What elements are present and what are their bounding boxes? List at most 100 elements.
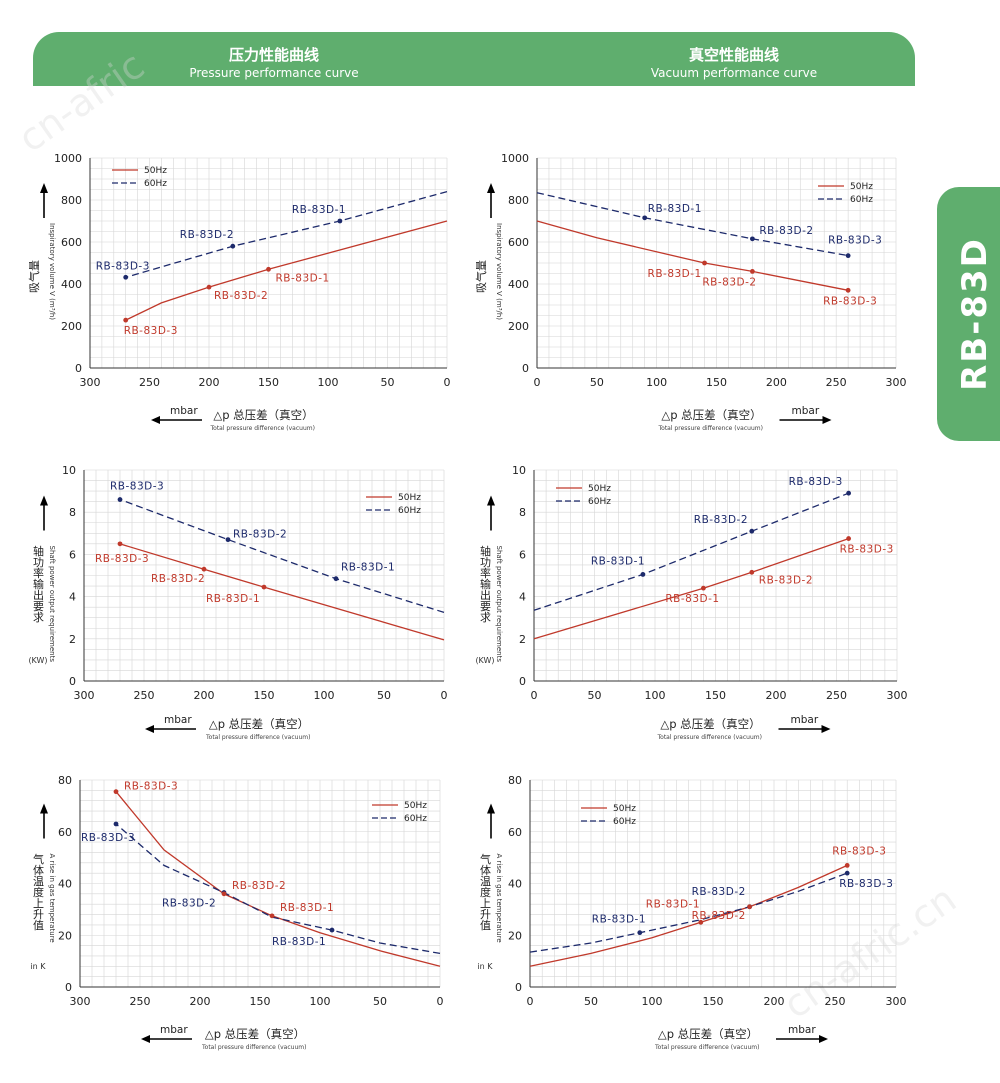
y-tick-label: 0 (75, 362, 82, 375)
data-point (230, 243, 236, 249)
y-tick-label: 8 (519, 506, 526, 519)
y-tick-label: 400 (61, 278, 82, 291)
x-axis-direction-arrowhead (151, 416, 160, 424)
x-tick-label: 150 (258, 376, 279, 389)
point-label: RB-83D-1 (276, 272, 330, 284)
x-tick-label: 0 (534, 376, 541, 389)
point-label: RB-83D-2 (151, 573, 205, 585)
point-label: RB-83D-3 (839, 878, 893, 890)
x-tick-label: 200 (766, 376, 787, 389)
y-tick-label: 40 (58, 878, 72, 891)
point-label: RB-83D-1 (592, 914, 646, 926)
legend-50hz-label: 50Hz (404, 801, 427, 811)
series-60hz-line (125, 190, 448, 278)
x-axis-direction-arrowhead (141, 1035, 150, 1043)
x-tick-label: 300 (887, 689, 908, 702)
x-tick-label: 100 (642, 995, 663, 1008)
y-axis-label-en: A rise in gas temperature (495, 854, 503, 943)
y-axis-label-zh: 吸气量 (27, 260, 41, 293)
y-tick-label: 4 (519, 591, 526, 604)
data-point (750, 236, 755, 242)
data-point (702, 260, 707, 266)
y-tick-label: 2 (519, 633, 526, 646)
data-point (750, 269, 755, 274)
x-tick-label: 50 (588, 689, 602, 702)
y-tick-label: 60 (58, 826, 72, 839)
y-tick-label: 1000 (54, 152, 82, 165)
data-point (640, 572, 646, 577)
x-axis-unit: mbar (170, 405, 198, 417)
y-tick-label: 400 (508, 278, 529, 291)
data-point (701, 585, 706, 591)
y-axis-unit: (KW) (475, 656, 494, 665)
x-axis-unit: mbar (791, 714, 819, 726)
point-label: RB-83D-3 (81, 832, 135, 844)
x-axis-label-en: Total pressure difference (vacuum) (201, 1044, 306, 1051)
data-point (698, 919, 704, 925)
point-label: RB-83D-2 (692, 910, 746, 922)
series-60hz-line (529, 872, 848, 953)
y-tick-label: 0 (515, 981, 522, 994)
x-tick-label: 150 (705, 689, 726, 702)
point-label: RB-83D-1 (648, 268, 702, 280)
y-axis-label-zh: 气体温度上升值 (479, 852, 492, 931)
series-60hz-line (536, 192, 849, 257)
x-tick-label: 200 (194, 689, 215, 702)
data-point (123, 274, 129, 280)
y-tick-label: 0 (65, 981, 72, 994)
data-point (123, 317, 129, 323)
y-tick-label: 80 (58, 774, 72, 787)
legend-60hz-label: 60Hz (404, 814, 427, 824)
right-subtitle: Vacuum performance curve (650, 66, 818, 80)
x-axis-label-en: Total pressure difference (vacuum) (205, 734, 310, 741)
point-label: RB-83D-1 (648, 203, 702, 215)
point-label: RB-83D-2 (694, 514, 748, 526)
legend-50hz-label: 50Hz (613, 804, 636, 814)
data-point (206, 284, 212, 290)
point-label: RB-83D-3 (110, 481, 164, 493)
legend-50hz-label: 50Hz (144, 166, 167, 176)
point-label: RB-83D-2 (232, 880, 286, 892)
x-tick-label: 200 (764, 995, 785, 1008)
point-label: RB-83D-3 (832, 845, 886, 857)
x-tick-label: 250 (134, 689, 155, 702)
series-60hz-line (533, 492, 849, 611)
data-point (337, 218, 343, 224)
data-point (117, 497, 123, 502)
x-axis-direction-arrowhead (821, 725, 831, 733)
data-point (749, 569, 755, 575)
y-tick-label: 10 (62, 464, 76, 477)
point-label: RB-83D-3 (124, 781, 178, 793)
y-axis-label-en: Shaft power output requirements (495, 546, 503, 663)
data-point (117, 541, 123, 547)
data-point (221, 891, 227, 897)
data-point (637, 930, 643, 936)
legend-60hz-label: 60Hz (398, 506, 421, 516)
y-tick-label: 1000 (501, 152, 529, 165)
point-label: RB-83D-3 (96, 260, 150, 272)
y-axis-arrowhead (40, 803, 48, 814)
data-point (329, 927, 335, 933)
x-tick-label: 50 (590, 376, 604, 389)
x-axis-unit: mbar (164, 714, 192, 726)
point-label: RB-83D-2 (162, 898, 216, 910)
point-label: RB-83D-1 (206, 593, 260, 605)
x-tick-label: 150 (706, 376, 727, 389)
x-tick-label: 50 (381, 376, 395, 389)
y-tick-label: 6 (69, 548, 76, 561)
y-axis-label-zh: 吸气量 (474, 260, 488, 293)
data-point (261, 584, 267, 590)
x-axis-label-en: Total pressure difference (vacuum) (657, 734, 762, 741)
series-60hz-line (119, 498, 445, 614)
point-label: RB-83D-1 (591, 555, 645, 567)
point-label: RB-83D-1 (272, 936, 326, 948)
y-tick-label: 0 (69, 675, 76, 688)
y-tick-label: 8 (69, 506, 76, 519)
y-axis-label-en: Inspiratory volume V (m³/h) (48, 223, 56, 320)
y-tick-label: 6 (519, 548, 526, 561)
model-side-tab: RB-83D (937, 187, 1000, 441)
point-label: RB-83D-3 (124, 325, 178, 337)
point-label: RB-83D-1 (280, 902, 334, 914)
x-tick-label: 250 (130, 995, 151, 1008)
y-tick-label: 20 (508, 929, 522, 942)
